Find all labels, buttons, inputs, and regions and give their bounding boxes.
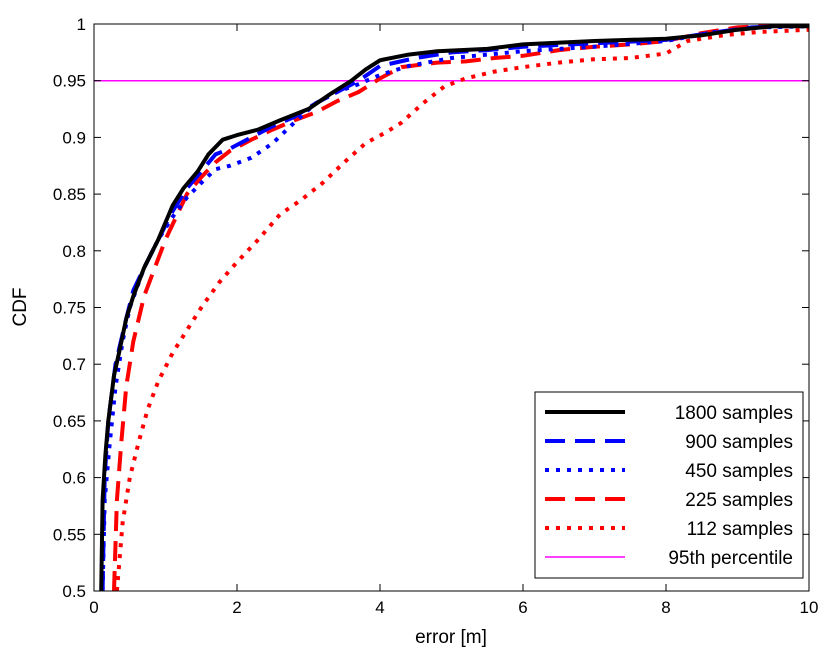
- legend-label: 900 samples: [685, 432, 793, 453]
- x-tick-label: 0: [89, 598, 98, 617]
- x-tick-label: 10: [800, 598, 819, 617]
- y-tick-label: 0.95: [53, 72, 86, 91]
- y-tick-label: 0.65: [53, 412, 86, 431]
- x-tick-label: 4: [375, 598, 384, 617]
- x-axis-label: error [m]: [415, 627, 487, 648]
- y-tick-label: 0.9: [62, 128, 86, 147]
- series-line-1800-samples: [99, 24, 809, 591]
- y-axis-label: CDF: [10, 287, 31, 326]
- y-tick-label: 0.85: [53, 185, 86, 204]
- series-line-450-samples: [100, 24, 809, 591]
- y-tick-label: 0.6: [62, 469, 86, 488]
- legend-label: 1800 samples: [675, 403, 793, 424]
- legend-label: 225 samples: [685, 490, 793, 511]
- y-tick-label: 1: [77, 15, 86, 34]
- y-tick-label: 0.75: [53, 299, 86, 318]
- y-tick-label: 0.8: [62, 242, 86, 261]
- legend-label: 450 samples: [685, 461, 793, 482]
- series-layer: [94, 24, 809, 591]
- y-tick-label: 0.7: [62, 355, 86, 374]
- legend: 1800 samples 900 samples 450 samples 225 sa…: [534, 391, 804, 579]
- x-tick-label: 8: [661, 598, 670, 617]
- series-line-900-samples: [100, 24, 809, 591]
- x-tick-label: 2: [232, 598, 241, 617]
- y-tick-label: 0.5: [62, 582, 86, 601]
- legend-label: 95th percentile: [668, 548, 793, 569]
- legend-box: [534, 391, 804, 579]
- x-tick-label: 6: [518, 598, 527, 617]
- y-tick-label: 0.55: [53, 525, 86, 544]
- x-axis-ticks: 0 2 4 6 8 10: [89, 24, 818, 617]
- series-line-225-samples: [112, 24, 809, 591]
- y-axis-ticks: 0.5 0.55 0.6 0.65 0.7 0.75 0.8 0.85 0.9 0.95 1: [53, 15, 809, 601]
- legend-label: 112 samples: [687, 519, 793, 540]
